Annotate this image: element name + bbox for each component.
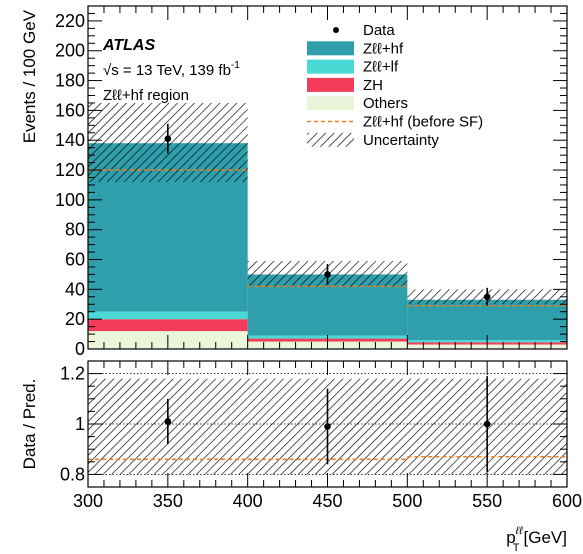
legend-entry-2: Zℓℓ+lf bbox=[307, 59, 399, 76]
energy-text: √s = 13 TeV, 139 fb bbox=[103, 62, 231, 79]
region-label: Zℓℓ+hf region bbox=[103, 87, 189, 104]
y-tick-label: 180 bbox=[55, 71, 85, 91]
legend-entry-4: Others bbox=[307, 95, 408, 112]
x-axis-title-sub: T bbox=[513, 542, 520, 554]
ratio-y-axis-title: Data / Pred. bbox=[20, 379, 39, 470]
x-axis-title-main: p bbox=[506, 528, 515, 547]
ratio-y-tick-label: 1 bbox=[75, 414, 85, 434]
legend-label: Data bbox=[363, 22, 395, 39]
main-y-axis-title: Events / 100 GeV bbox=[20, 9, 39, 143]
legend-entry-1: Zℓℓ+hf bbox=[307, 40, 404, 57]
legend-label: Uncertainty bbox=[363, 132, 439, 149]
y-tick-label: 100 bbox=[55, 190, 85, 210]
legend-label: Others bbox=[363, 95, 408, 112]
lumi-exponent: -1 bbox=[231, 60, 240, 71]
ratio-y-tick-label: 0.8 bbox=[60, 464, 85, 484]
y-tick-label: 80 bbox=[65, 220, 85, 240]
legend-swatch bbox=[307, 77, 354, 92]
ratio-y-tick-label: 1.2 bbox=[60, 364, 85, 384]
ratio-point-1 bbox=[324, 423, 331, 430]
main-data-points bbox=[164, 123, 491, 306]
legend-label: Zℓℓ+hf bbox=[363, 40, 404, 57]
main-axes: 0 20 40 60 80 100 120 140 160 180 200 220 bbox=[55, 5, 568, 359]
legend-swatch bbox=[307, 96, 354, 111]
x-tick-label: 300 bbox=[73, 491, 103, 511]
legend-label: ZH bbox=[363, 77, 383, 94]
energy-lumi-label: √s = 13 TeV, 139 fb-1 bbox=[103, 60, 240, 79]
data-point-0 bbox=[164, 135, 172, 143]
y-tick-label: 20 bbox=[65, 309, 85, 329]
stack-bar-z-lf-0 bbox=[88, 311, 248, 320]
ratio-axes: 0.8 1 1.2 300 350 400 450 500 550 600 bbox=[60, 360, 582, 511]
x-tick-label: 600 bbox=[552, 491, 582, 511]
y-tick-label: 120 bbox=[55, 160, 85, 180]
y-tick-label: 160 bbox=[55, 100, 85, 120]
x-tick-label: 550 bbox=[472, 491, 502, 511]
experiment-label: ATLAS bbox=[102, 37, 155, 54]
ratio-point-2 bbox=[483, 420, 491, 428]
y-tick-label: 140 bbox=[55, 130, 85, 150]
legend-marker-data bbox=[333, 27, 339, 33]
x-axis-title-unit: [GeV] bbox=[524, 528, 567, 547]
x-tick-label: 400 bbox=[233, 491, 263, 511]
legend-entry-5: Zℓℓ+hf (before SF) bbox=[307, 114, 483, 131]
y-tick-label: 40 bbox=[65, 279, 85, 299]
x-tick-label: 500 bbox=[392, 491, 422, 511]
x-axis-title: pℓℓ T [GeV] bbox=[506, 525, 567, 554]
data-point-2 bbox=[483, 293, 491, 301]
legend-swatch bbox=[307, 41, 354, 56]
legend-swatch bbox=[307, 59, 354, 74]
legend-entry-0: Data bbox=[333, 22, 395, 39]
legend-entry-3: ZH bbox=[307, 77, 383, 94]
data-point-1 bbox=[324, 271, 331, 278]
stack-bar-zh-0 bbox=[88, 319, 248, 332]
legend-swatch-hatch bbox=[307, 132, 354, 147]
x-tick-label: 350 bbox=[153, 491, 183, 511]
y-tick-label: 220 bbox=[55, 11, 85, 31]
ratio-data-points bbox=[164, 376, 491, 472]
y-tick-label: 60 bbox=[65, 250, 85, 270]
y-tick-label: 200 bbox=[55, 41, 85, 61]
legend-entry-6: Uncertainty bbox=[307, 132, 439, 149]
legend-label: Zℓℓ+lf bbox=[363, 59, 399, 76]
legend-label: Zℓℓ+hf (before SF) bbox=[363, 114, 483, 131]
x-axis-title-sup: ℓℓ bbox=[515, 525, 524, 537]
x-tick-label: 450 bbox=[312, 491, 342, 511]
y-tick-label: 0 bbox=[75, 339, 85, 359]
ratio-point-0 bbox=[164, 418, 172, 425]
